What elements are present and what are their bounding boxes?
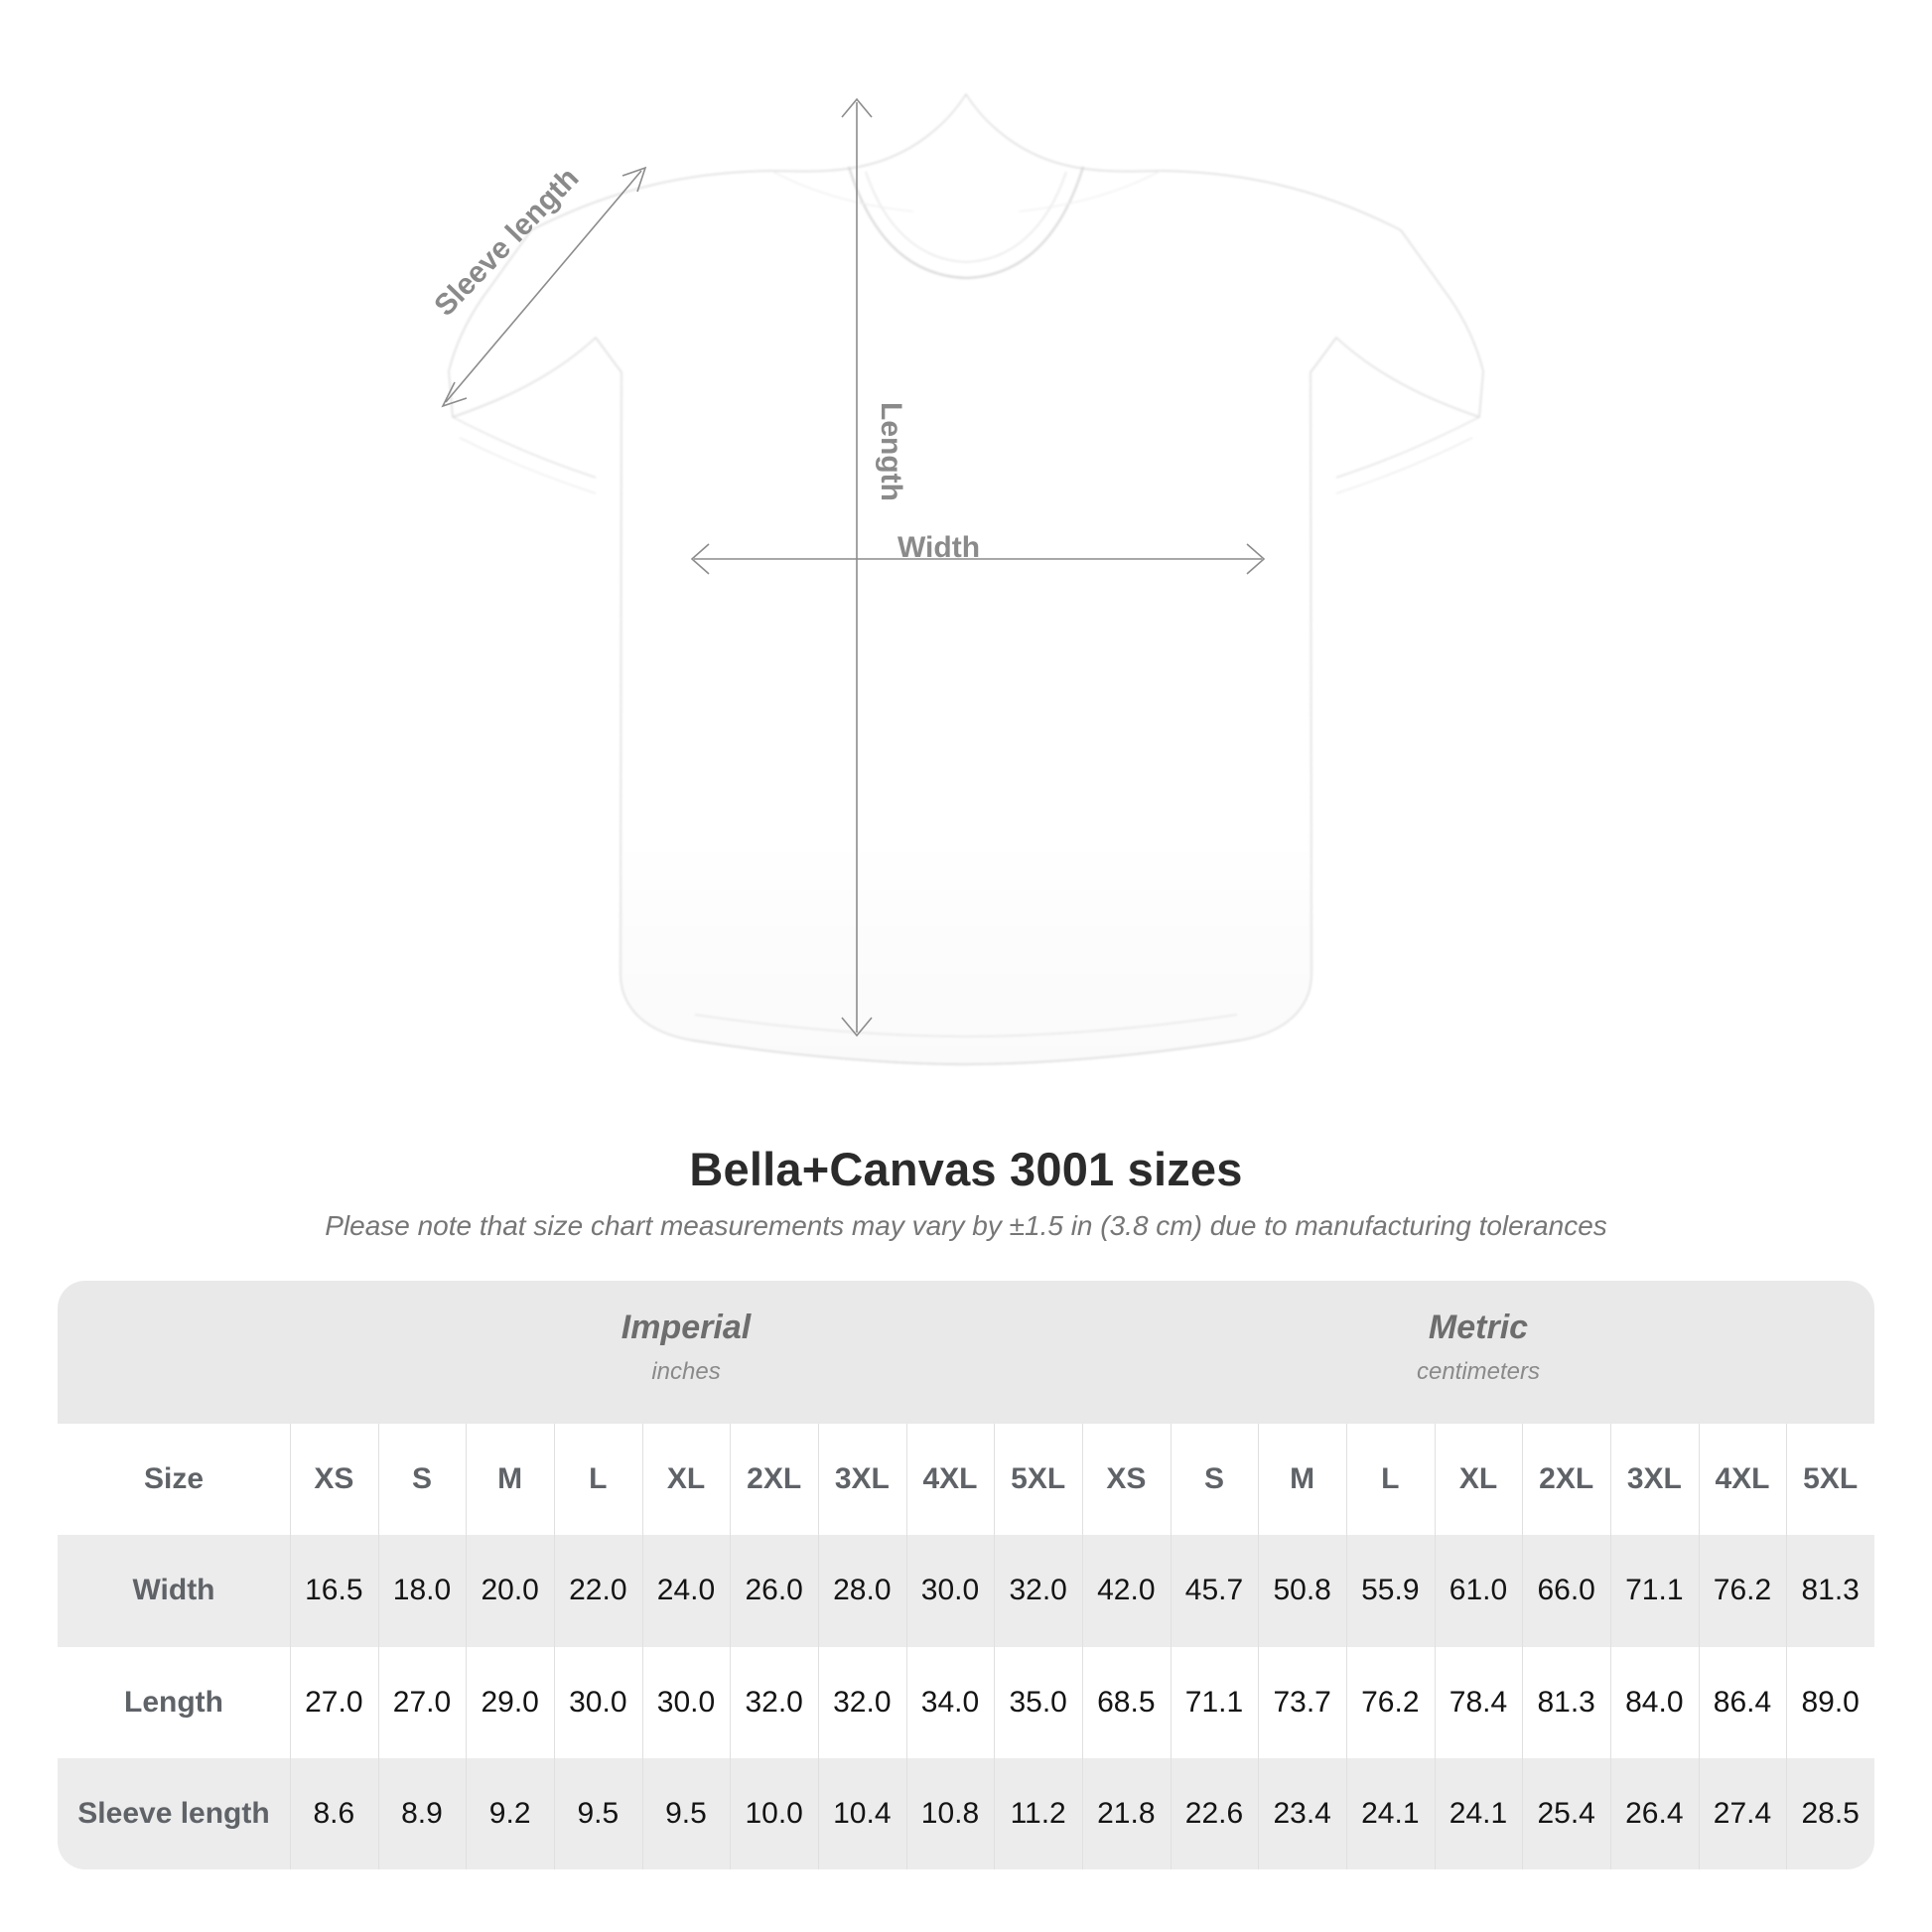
svg-text:Length: Length bbox=[875, 402, 907, 501]
svg-text:Width: Width bbox=[897, 531, 980, 564]
